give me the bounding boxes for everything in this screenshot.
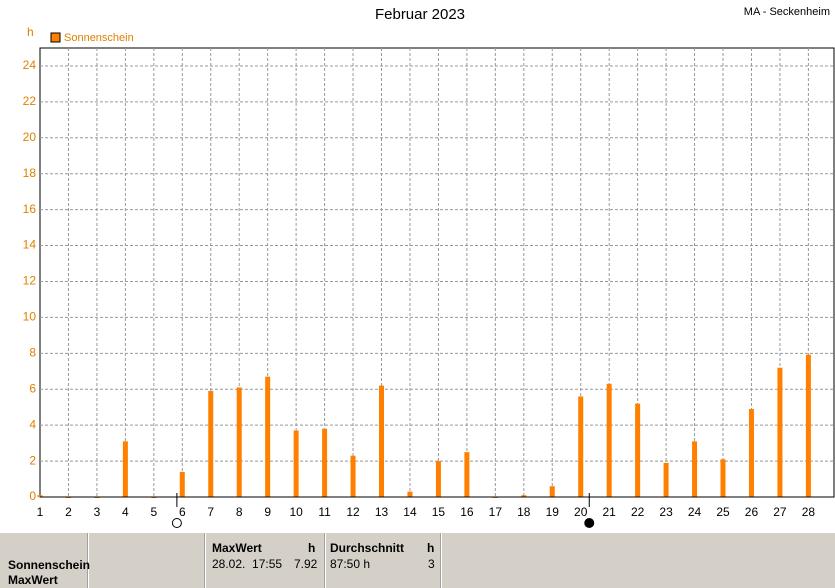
bar xyxy=(407,491,413,497)
legend-label: Sonnenschein xyxy=(64,32,134,44)
bar xyxy=(265,376,271,497)
moon-marker xyxy=(171,518,182,528)
x-tick-label: 24 xyxy=(688,505,702,519)
x-tick-label: 9 xyxy=(264,505,271,519)
bar xyxy=(692,441,698,497)
cell: 28.02. 17:55 xyxy=(212,557,283,571)
x-tick-label: 27 xyxy=(773,505,787,519)
x-tick-label: 22 xyxy=(631,505,645,519)
y-tick-label: 22 xyxy=(23,94,37,108)
x-tick-label: 12 xyxy=(346,505,360,519)
x-tick-label: 28 xyxy=(802,505,816,519)
column-header: Durchschnitt xyxy=(330,541,405,555)
x-tick-label: 14 xyxy=(403,505,417,519)
y-tick-label: 6 xyxy=(29,381,36,395)
x-tick-label: 17 xyxy=(489,505,503,519)
y-tick-label: 20 xyxy=(23,130,37,144)
x-tick-label: 10 xyxy=(289,505,303,519)
x-tick-label: 21 xyxy=(602,505,616,519)
x-tick-label: 11 xyxy=(318,505,331,519)
bar xyxy=(805,354,811,497)
separator xyxy=(204,533,206,588)
x-tick-label: 4 xyxy=(122,505,129,519)
bar xyxy=(720,459,726,497)
x-tick-label: 18 xyxy=(517,505,531,519)
x-tick-label: 2 xyxy=(65,505,72,519)
y-tick-label: 24 xyxy=(23,58,37,72)
plot-frame xyxy=(39,47,835,498)
x-tick-label: 26 xyxy=(745,505,759,519)
bar xyxy=(748,408,754,497)
x-tick-label: 15 xyxy=(432,505,446,519)
separator xyxy=(440,533,442,588)
cell: 87:50 h xyxy=(330,557,371,571)
y-tick-label: 2 xyxy=(29,453,36,467)
x-tick-label: 23 xyxy=(659,505,673,519)
bar xyxy=(635,403,641,497)
column-header: MaxWert xyxy=(212,541,262,555)
separator xyxy=(87,533,89,588)
chart-title: Februar 2023 xyxy=(375,6,465,23)
y-axis-label: h xyxy=(27,25,34,39)
legend-swatch xyxy=(50,32,61,43)
bar xyxy=(236,387,242,497)
bar xyxy=(37,495,43,497)
bar xyxy=(521,495,527,497)
y-tick-label: 12 xyxy=(23,274,37,288)
y-tick-label: 18 xyxy=(23,166,37,180)
row-label: Sonnenschein xyxy=(8,558,91,572)
x-tick-label: 7 xyxy=(207,505,214,519)
x-tick-label: 3 xyxy=(94,505,101,519)
bar xyxy=(663,462,669,497)
bar xyxy=(122,441,128,497)
x-tick-label: 13 xyxy=(375,505,389,519)
bar xyxy=(549,486,555,497)
bar xyxy=(578,396,584,497)
bar xyxy=(379,385,385,497)
bar xyxy=(208,391,214,497)
bar xyxy=(435,461,441,497)
bar xyxy=(606,383,612,497)
moon-marker xyxy=(584,518,595,528)
chart: Februar 2023 MA - Seckenheim h Sonnensch… xyxy=(23,6,835,528)
x-tick-label: 20 xyxy=(574,505,588,519)
column-unit: h xyxy=(427,541,435,555)
cell: 7.92 xyxy=(294,557,318,571)
y-tick-label: 10 xyxy=(23,310,37,324)
x-tick-label: 5 xyxy=(150,505,157,519)
y-tick-label: 0 xyxy=(29,489,36,503)
y-tick-label: 4 xyxy=(29,417,36,431)
x-tick-label: 25 xyxy=(716,505,730,519)
y-tick-label: 16 xyxy=(23,202,37,216)
y-tick-label: 14 xyxy=(23,238,37,252)
bar xyxy=(179,471,185,497)
x-tick-label: 1 xyxy=(37,505,44,519)
bar xyxy=(350,455,356,497)
cell: 3 xyxy=(428,557,435,571)
bar xyxy=(777,367,783,497)
x-tick-label: 16 xyxy=(460,505,474,519)
x-tick-label: 19 xyxy=(546,505,560,519)
station: MA - Seckenheim xyxy=(744,6,830,18)
separator xyxy=(324,533,326,588)
y-tick-label: 8 xyxy=(29,345,36,359)
bar xyxy=(293,430,299,497)
bar xyxy=(322,428,328,497)
bar xyxy=(464,452,470,497)
x-tick-label: 8 xyxy=(236,505,243,519)
x-tick-label: 6 xyxy=(179,505,186,519)
row-label: MaxWert xyxy=(8,573,58,587)
column-unit: h xyxy=(308,541,316,555)
summary-panel: Sonnenschein MaxWert MaxWert h Durchschn… xyxy=(0,533,835,588)
